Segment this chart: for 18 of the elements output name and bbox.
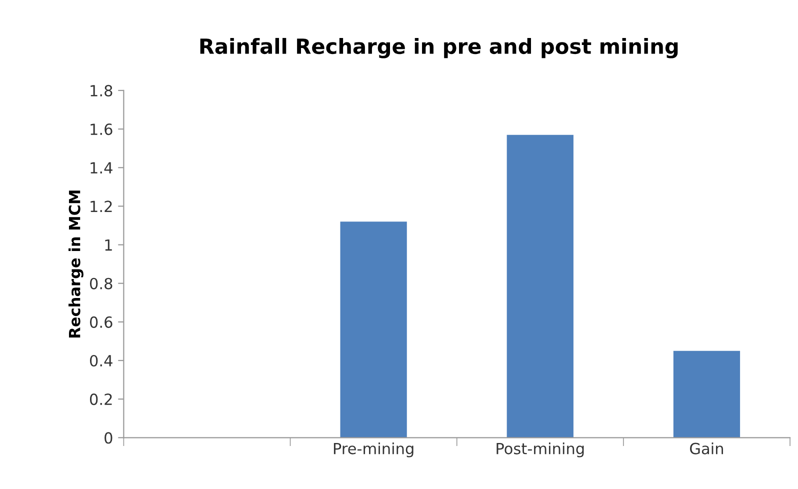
y-axis-title: Recharge in MCM (68, 190, 84, 338)
y-tick-label: 1.2 (90, 200, 112, 212)
y-tick-label: 0.8 (90, 278, 112, 290)
bar (340, 222, 407, 438)
y-tick-label: 0.6 (90, 316, 112, 328)
y-tick-label: 1.4 (90, 162, 112, 174)
x-tick-label: Post-mining (496, 442, 584, 458)
chart-title: Rainfall Recharge in pre and post mining (200, 38, 678, 58)
x-tick-label: Pre-mining (334, 442, 414, 458)
x-tick-label: Gain (690, 442, 723, 454)
y-tick-label: 0.2 (90, 394, 112, 406)
y-tick-label: 1.8 (90, 84, 112, 96)
y-tick-label: 0 (104, 432, 112, 444)
y-tick-label: 1.6 (90, 124, 112, 136)
y-tick-label: 0.4 (90, 354, 112, 367)
bar (506, 134, 574, 438)
bar (673, 350, 740, 438)
y-tick-label: 1 (105, 239, 112, 251)
